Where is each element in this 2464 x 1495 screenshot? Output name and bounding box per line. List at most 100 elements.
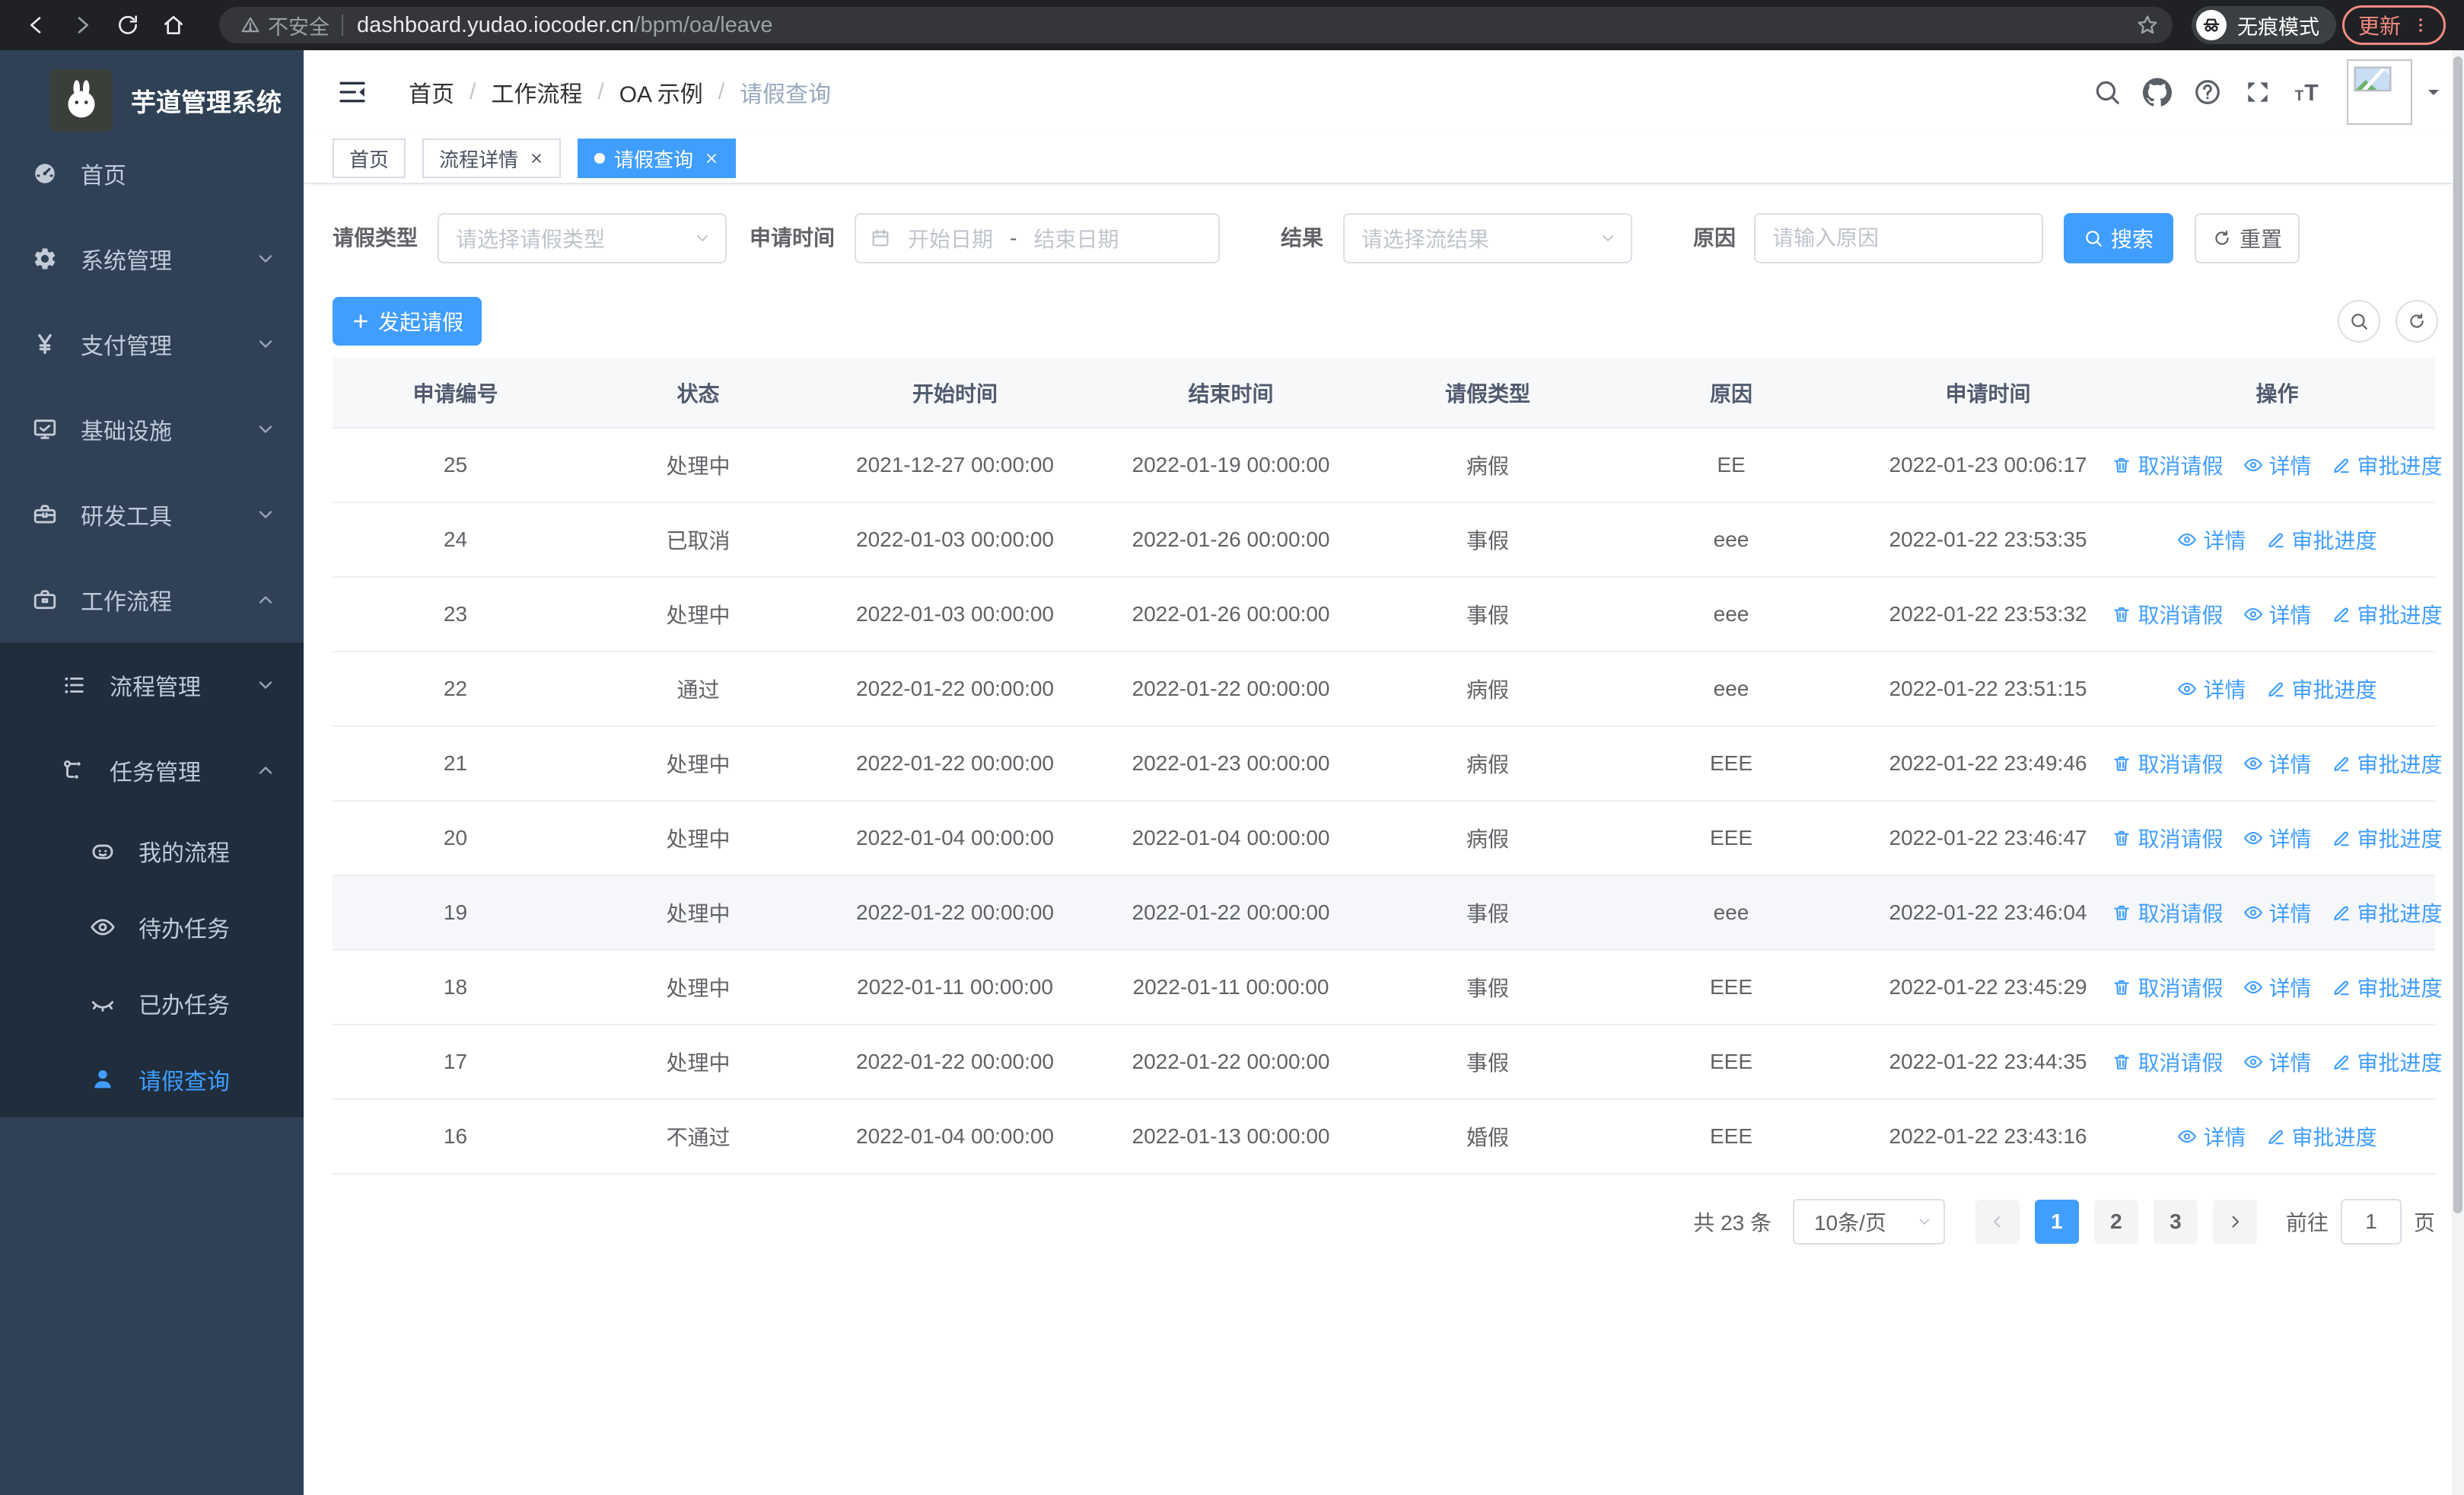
sidebar-item-工作流程[interactable]: 工作流程 (0, 557, 304, 642)
action-label: 审批进度 (2357, 902, 2443, 926)
chevron-down-icon (1916, 1213, 1933, 1230)
browser-reload-icon[interactable] (105, 2, 151, 48)
approval-progress-link[interactable]: 审批进度 (2332, 897, 2443, 928)
sidebar-item-任务管理[interactable]: 任务管理 (0, 728, 304, 813)
chevron-left-icon (1988, 1213, 2007, 1231)
approval-progress-link[interactable]: 审批进度 (2332, 1047, 2443, 1077)
chevron-down-icon[interactable] (2424, 83, 2443, 101)
bookmark-star-icon[interactable] (2136, 14, 2159, 37)
help-icon[interactable] (2182, 67, 2233, 117)
github-icon[interactable] (2132, 67, 2182, 117)
menu-fold-icon[interactable] (337, 77, 368, 107)
detail-link[interactable]: 详情 (2177, 674, 2246, 704)
row-actions: 取消请假 详情 审批进度 (2114, 450, 2443, 480)
tab-请假查询[interactable]: 请假查询 (578, 139, 737, 178)
browser-update-button[interactable]: 更新 (2342, 5, 2446, 45)
cancel-leave-link[interactable]: 取消请假 (2112, 972, 2224, 1003)
cancel-leave-link[interactable]: 取消请假 (2112, 748, 2224, 779)
page-size-select[interactable]: 10条/页 (1792, 1199, 1945, 1245)
sidebar-item-流程管理[interactable]: 流程管理 (0, 642, 304, 728)
create-leave-button[interactable]: 发起请假 (333, 297, 482, 346)
sidebar-item-已办任务[interactable]: 已办任务 (0, 965, 304, 1041)
reset-button[interactable]: 重置 (2195, 213, 2300, 263)
search-icon[interactable] (2082, 67, 2132, 117)
approval-progress-link[interactable]: 审批进度 (2332, 599, 2443, 630)
sidebar-item-我的流程[interactable]: 我的流程 (0, 813, 304, 889)
refresh-table-button[interactable] (2396, 300, 2438, 343)
detail-link[interactable]: 详情 (2243, 599, 2312, 630)
detail-link[interactable]: 详情 (2243, 748, 2312, 779)
list-icon (61, 672, 87, 698)
cancel-leave-link[interactable]: 取消请假 (2112, 823, 2224, 853)
detail-link[interactable]: 详情 (2243, 450, 2312, 480)
search-button[interactable]: 搜索 (2064, 213, 2173, 263)
chevron-right-icon (2226, 1213, 2244, 1231)
tab-首页[interactable]: 首页 (333, 139, 406, 178)
approval-progress-link[interactable]: 审批进度 (2266, 1121, 2377, 1152)
sidebar-item-请假查询[interactable]: 请假查询 (0, 1041, 304, 1117)
cell-id: 25 (333, 428, 578, 503)
detail-link[interactable]: 详情 (2243, 897, 2312, 928)
browser-menu-icon[interactable] (2411, 16, 2430, 34)
next-page-button[interactable] (2212, 1200, 2257, 1244)
page-button-1[interactable]: 1 (2034, 1200, 2079, 1244)
cancel-leave-link[interactable]: 取消请假 (2112, 1047, 2224, 1077)
browser-home-icon[interactable] (151, 2, 196, 48)
approval-progress-link[interactable]: 审批进度 (2266, 524, 2377, 555)
browser-back-icon[interactable] (14, 2, 59, 48)
trash-icon (2112, 1052, 2131, 1072)
prev-page-button[interactable] (1975, 1200, 2020, 1244)
sidebar-item-首页[interactable]: 首页 (0, 131, 304, 216)
tab-流程详情[interactable]: 流程详情 (422, 139, 562, 178)
app-logo: 芋道管理系统 (0, 50, 304, 139)
sidebar-item-系统管理[interactable]: 系统管理 (0, 216, 304, 301)
cell-start: 2022-01-04 00:00:00 (818, 801, 1092, 876)
result-select[interactable]: 请选择流结果 (1343, 213, 1632, 263)
approval-progress-link[interactable]: 审批进度 (2332, 748, 2443, 779)
detail-link[interactable]: 详情 (2243, 823, 2312, 853)
approval-progress-link[interactable]: 审批进度 (2332, 823, 2443, 853)
cancel-leave-link[interactable]: 取消请假 (2112, 450, 2224, 480)
cell-apply: 2022-01-22 23:43:16 (1857, 1099, 2119, 1175)
page-button-3[interactable]: 3 (2153, 1200, 2198, 1244)
leave-type-select[interactable]: 请选择请假类型 (438, 213, 727, 263)
address-bar[interactable]: 不安全 dashboard.yudao.iocoder.cn/bpm/oa/le… (219, 7, 2173, 43)
goto-page-input[interactable] (2340, 1199, 2402, 1245)
cell-status: 已取消 (578, 502, 818, 578)
cancel-leave-link[interactable]: 取消请假 (2112, 599, 2224, 630)
breadcrumb-item[interactable]: 工作流程 (491, 82, 583, 107)
fullscreen-icon[interactable] (2233, 67, 2283, 117)
sidebar-item-支付管理[interactable]: 支付管理 (0, 301, 304, 387)
scrollbar-thumb[interactable] (2453, 56, 2462, 1213)
close-icon[interactable] (529, 151, 544, 166)
sidebar-item-待办任务[interactable]: 待办任务 (0, 889, 304, 965)
table-row: 25 处理中 2021-12-27 00:00:00 2022-01-19 00:00… (333, 428, 2443, 503)
cell-end: 2022-01-19 00:00:00 (1092, 428, 1370, 503)
cell-end: 2022-01-26 00:00:00 (1092, 577, 1370, 652)
close-icon[interactable] (704, 151, 719, 166)
avatar[interactable] (2347, 59, 2412, 125)
approval-progress-link[interactable]: 审批进度 (2332, 972, 2443, 1003)
browser-forward-icon[interactable] (59, 2, 105, 48)
sidebar-item-基础设施[interactable]: 基础设施 (0, 387, 304, 472)
cancel-leave-link[interactable]: 取消请假 (2112, 897, 2224, 928)
approval-progress-link[interactable]: 审批进度 (2332, 450, 2443, 480)
pen-icon (2332, 455, 2351, 475)
detail-link[interactable]: 详情 (2177, 1121, 2246, 1152)
detail-link[interactable]: 详情 (2177, 524, 2246, 555)
create-leave-label: 发起请假 (377, 311, 463, 334)
page-button-2[interactable]: 2 (2093, 1200, 2138, 1244)
reason-input[interactable] (1772, 226, 2030, 250)
approval-progress-link[interactable]: 审批进度 (2266, 674, 2377, 704)
action-label: 详情 (2203, 678, 2246, 702)
sidebar-item-研发工具[interactable]: 研发工具 (0, 472, 304, 557)
breadcrumb-item[interactable]: 首页 (409, 82, 454, 107)
cell-type: 婚假 (1370, 1099, 1606, 1175)
breadcrumb-item[interactable]: OA 示例 (619, 82, 703, 107)
hide-search-button[interactable] (2338, 300, 2380, 343)
detail-link[interactable]: 详情 (2243, 972, 2312, 1003)
detail-link[interactable]: 详情 (2243, 1047, 2312, 1077)
scrollbar[interactable] (2452, 50, 2464, 1495)
apply-time-range-picker[interactable]: 开始日期 - 结束日期 (855, 213, 1220, 263)
